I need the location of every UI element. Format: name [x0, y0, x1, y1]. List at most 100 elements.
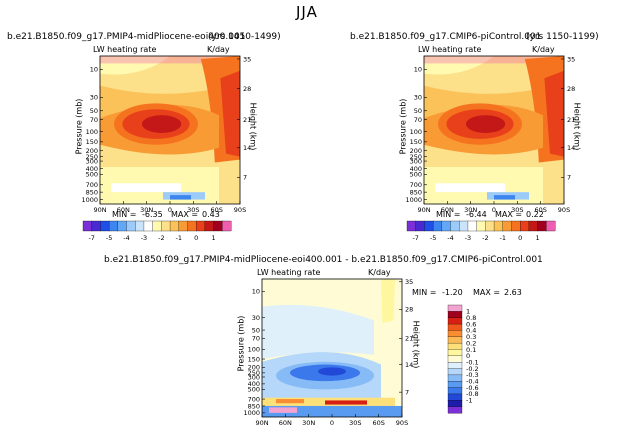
y2-tick-label: 14: [243, 144, 251, 152]
colorbar-label: 1: [466, 308, 470, 316]
colorbar-label: 0.2: [466, 339, 476, 347]
colorbar-label: -3: [141, 234, 147, 242]
panel2-units-label: K/day: [532, 45, 555, 54]
colorbar-box: [213, 220, 223, 232]
x-tick-label: 30S: [187, 206, 199, 214]
panel3-max-label: MAX =: [473, 288, 501, 297]
colorbar-box: [447, 342, 463, 350]
colorbar-label: -0.4: [466, 378, 479, 386]
x-tick-label: 0: [330, 419, 334, 427]
colorbar-box: [447, 374, 463, 382]
colorbar-box: [528, 220, 539, 232]
colorbar-label: 0: [518, 234, 522, 242]
y-tick-label: 300: [410, 157, 422, 165]
panel1-plot: 90N 60N 30N 0 30S 60S 90S103050701001502002503…: [81, 55, 251, 214]
colorbar-label: -7: [88, 234, 94, 242]
colorbar-box: [493, 220, 504, 232]
x-tick-label: 90S: [234, 206, 246, 214]
y-tick-label: 1000: [405, 196, 422, 204]
panel3-min-value: -1.20: [442, 288, 463, 297]
panel2-years-label: (yrs 1150-1199): [526, 32, 599, 42]
y2-tick-label: 35: [567, 55, 575, 63]
colorbar-label: 0: [466, 352, 470, 360]
panel1-case-label: b.e21.B1850.f09_g17.PMIP4-midPliocene-eo…: [7, 32, 246, 42]
y2-tick-label: 21: [567, 116, 575, 124]
colorbar-label: -5: [430, 234, 436, 242]
x-tick-label: 60N: [117, 206, 130, 214]
colorbar-box: [447, 400, 463, 408]
colorbar-box: [108, 220, 119, 232]
x-tick-label: 0: [168, 206, 172, 214]
y-tick-label: 30: [90, 94, 98, 102]
colorbar-box: [447, 381, 463, 389]
colorbar-box: [476, 220, 486, 232]
x-tick-label: 60S: [210, 206, 222, 214]
colorbar-label: 1: [536, 234, 540, 242]
y-tick-label: 400: [248, 380, 260, 388]
colorbar-box: [187, 220, 197, 232]
colorbar-box: [447, 368, 463, 376]
field-shading: [262, 279, 402, 417]
shade-low-red: [325, 400, 367, 405]
y-tick-label: 70: [252, 335, 260, 343]
y-tick-label: 50: [90, 107, 98, 115]
y2-tick-label: 35: [405, 278, 413, 286]
panel1-colorbar: -7 -5 -4 -3 -2 -1 0 1: [82, 220, 232, 242]
y-tick-label: 1000: [81, 196, 98, 204]
panel2-max-label: MAX =: [495, 210, 523, 219]
shade-top: [100, 56, 240, 64]
colorbar-label: -2: [482, 234, 488, 242]
panel2-plot: 90N 60N 30N 0 30S 60S 90S103050701001502002503…: [405, 55, 575, 214]
x-tick-label: 30N: [140, 206, 153, 214]
y2-tick-label: 28: [405, 306, 413, 314]
y-tick-label: 150: [248, 355, 260, 363]
colorbar-label: -0.2: [466, 365, 479, 373]
colorbar-label: 1: [212, 234, 216, 242]
panel3-units-label: K/day: [368, 268, 391, 277]
y2-tick-label: 7: [243, 174, 247, 182]
panel2-variable-label: LW heating rate: [418, 45, 482, 54]
y-tick-label: 30: [414, 94, 422, 102]
colorbar-box: [447, 330, 463, 338]
y-tick-label: 500: [248, 386, 260, 394]
colorbar-box: [424, 220, 434, 232]
x-tick-label: 60N: [279, 419, 292, 427]
y-tick-label: 250: [86, 153, 98, 161]
colorbar-box: [447, 393, 463, 401]
colorbar-label: 0.8: [466, 314, 476, 322]
colorbar-label: -7: [412, 234, 418, 242]
panel1-max-value: 0.43: [202, 210, 220, 219]
panel3-plot: 90N 60N 30N 0 30S 60S 90S103050701001502002503…: [243, 278, 413, 427]
y-tick-label: 400: [410, 165, 422, 173]
panel1-max-label: MAX =: [171, 210, 199, 219]
colorbar-label: -1: [500, 234, 506, 242]
panel1-y2label: Height (km): [248, 102, 258, 151]
colorbar-box: [406, 220, 417, 232]
colorbar-box: [222, 220, 232, 232]
panel1-variable-label: LW heating rate: [93, 45, 157, 54]
colorbar-box: [143, 220, 154, 232]
x-tick-label: 0: [492, 206, 496, 214]
colorbar-box: [91, 220, 101, 232]
colorbar-box: [447, 336, 463, 344]
colorbar-label: -5: [106, 234, 112, 242]
colorbar-box: [135, 220, 145, 232]
y-tick-label: 250: [410, 153, 422, 161]
y-tick-label: 50: [414, 107, 422, 115]
y-tick-label: 700: [248, 395, 260, 403]
colorbar-box: [447, 304, 463, 312]
y-tick-label: 150: [86, 138, 98, 146]
x-tick-label: 60S: [372, 419, 384, 427]
y-tick-label: 150: [410, 138, 422, 146]
panel3-ylabel: Pressure (mb): [236, 315, 246, 372]
x-tick-label: 90N: [255, 419, 268, 427]
shade-low-orange: [276, 399, 304, 404]
shade-south-core: [220, 70, 240, 157]
colorbar-box: [502, 220, 512, 232]
shade-low-white: [435, 183, 506, 193]
colorbar-box: [432, 220, 443, 232]
colorbar-box: [467, 220, 478, 232]
y-tick-label: 30: [252, 314, 260, 322]
y-tick-label: 700: [86, 181, 98, 189]
y-tick-label: 200: [410, 147, 422, 155]
